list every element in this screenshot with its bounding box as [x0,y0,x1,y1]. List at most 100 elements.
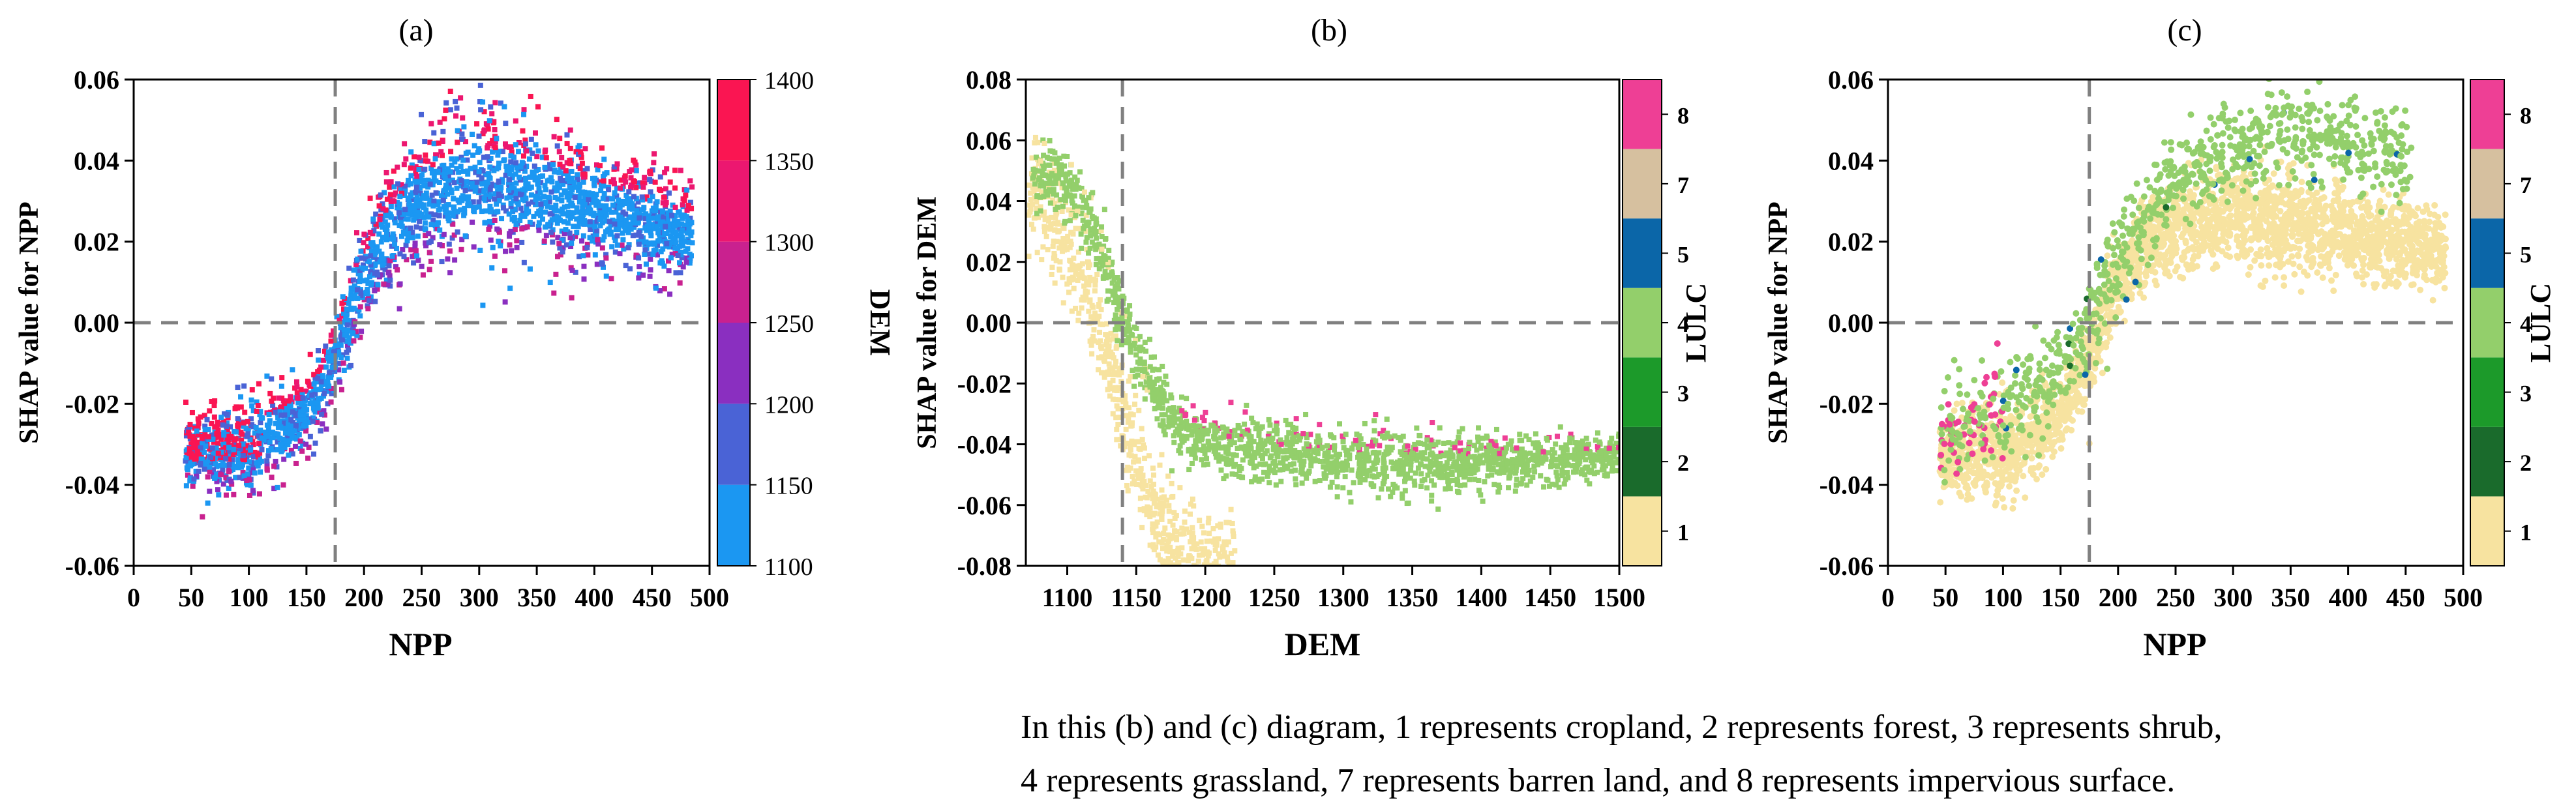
scatter-point [1210,526,1216,532]
scatter-point [569,175,575,181]
scatter-point [1161,379,1167,385]
scatter-point [305,378,310,384]
scatter-point [1549,459,1555,465]
scatter-point [631,212,637,218]
scatter-point [1205,462,1210,467]
scatter-point [414,193,420,199]
scatter-point [1353,437,1358,443]
scatter-point [1450,441,1456,447]
scatter-point [1402,453,1408,459]
scatter-point [1371,418,1377,424]
scatter-point [431,198,437,204]
scatter-point [669,252,675,257]
scatter-point [1405,500,1411,506]
scatter-point [625,245,631,251]
scatter-point [441,231,447,237]
scatter-point [1611,454,1617,460]
scatter-point [432,156,438,162]
scatter-point [1231,575,1236,580]
scatter-point [503,172,509,178]
scatter-point [213,445,219,451]
x-tick-label: 0 [127,583,140,612]
scatter-point [547,199,552,205]
scatter-point [1262,450,1268,456]
scatter-point [1228,631,1233,636]
scatter-point [229,481,235,487]
scatter-point [604,196,610,202]
scatter-point [256,381,262,387]
scatter-point [1595,454,1600,460]
scatter-point [325,379,331,385]
scatter-point [1211,449,1217,454]
scatter-point [601,156,607,162]
scatter-point [408,247,414,253]
scatter-point [1128,447,1133,453]
scatter-point [1398,437,1403,443]
scatter-point [1284,435,1290,441]
scatter-point [1153,534,1159,540]
scatter-point [235,422,241,428]
scatter-point [1050,149,1056,154]
scatter-point [359,329,365,334]
scatter-point [1546,483,1552,489]
scatter-point [1275,454,1281,460]
scatter-point [401,216,407,222]
scatter-point [1151,394,1157,400]
scatter-point [494,136,500,141]
scatter-point [479,209,485,214]
scatter-point [374,257,380,263]
scatter-point [638,213,644,218]
scatter-point [211,450,217,456]
scatter-point [391,198,397,204]
scatter-point [614,242,620,248]
scatter-point [1414,425,1420,431]
scatter-point [524,204,530,210]
scatter-point [1575,462,1581,467]
scatter-point [1178,420,1184,426]
scatter-point [672,204,678,210]
scatter-point [183,433,189,439]
scatter-point [1489,472,1495,478]
scatter-point [543,155,549,161]
scatter-point [1373,412,1379,418]
scatter-point [1032,215,1038,221]
scatter-point [224,427,230,433]
scatter-point [1105,297,1111,302]
scatter-point [547,178,552,184]
scatter-point [602,171,608,177]
scatter-point [1190,530,1195,536]
scatter-point [1576,452,1582,458]
scatter-point [1096,355,1101,360]
scatter-point [664,166,670,172]
scatter-point [1400,495,1405,501]
scatter-point [1224,576,1229,581]
scatter-point [241,444,247,450]
scatter-point [552,169,558,175]
scatter-point [1405,461,1411,467]
scatter-point [533,168,539,173]
scatter-point [500,177,505,183]
scatter-point [401,162,407,168]
scatter-point [264,373,270,379]
scatter-point [273,420,278,426]
scatter-point [453,213,458,219]
scatter-point [375,282,381,287]
scatter-point [1155,552,1161,558]
scatter-point [1029,222,1035,228]
scatter-point [348,278,353,284]
scatter-point [1501,454,1506,460]
scatter-point [428,121,434,126]
scatter-point [405,182,411,188]
scatter-point [492,196,498,202]
scatter-point [1416,432,1422,438]
scatter-point [1135,475,1141,481]
scatter-point [1392,433,1398,439]
scatter-point [415,233,421,239]
scatter-point [459,136,465,142]
scatter-point [1272,447,1278,452]
scatter-point [1028,190,1034,196]
scatter-point [440,128,446,134]
scatter-point [1446,456,1452,462]
scatter-point [1212,428,1218,434]
scatter-point [590,211,595,216]
